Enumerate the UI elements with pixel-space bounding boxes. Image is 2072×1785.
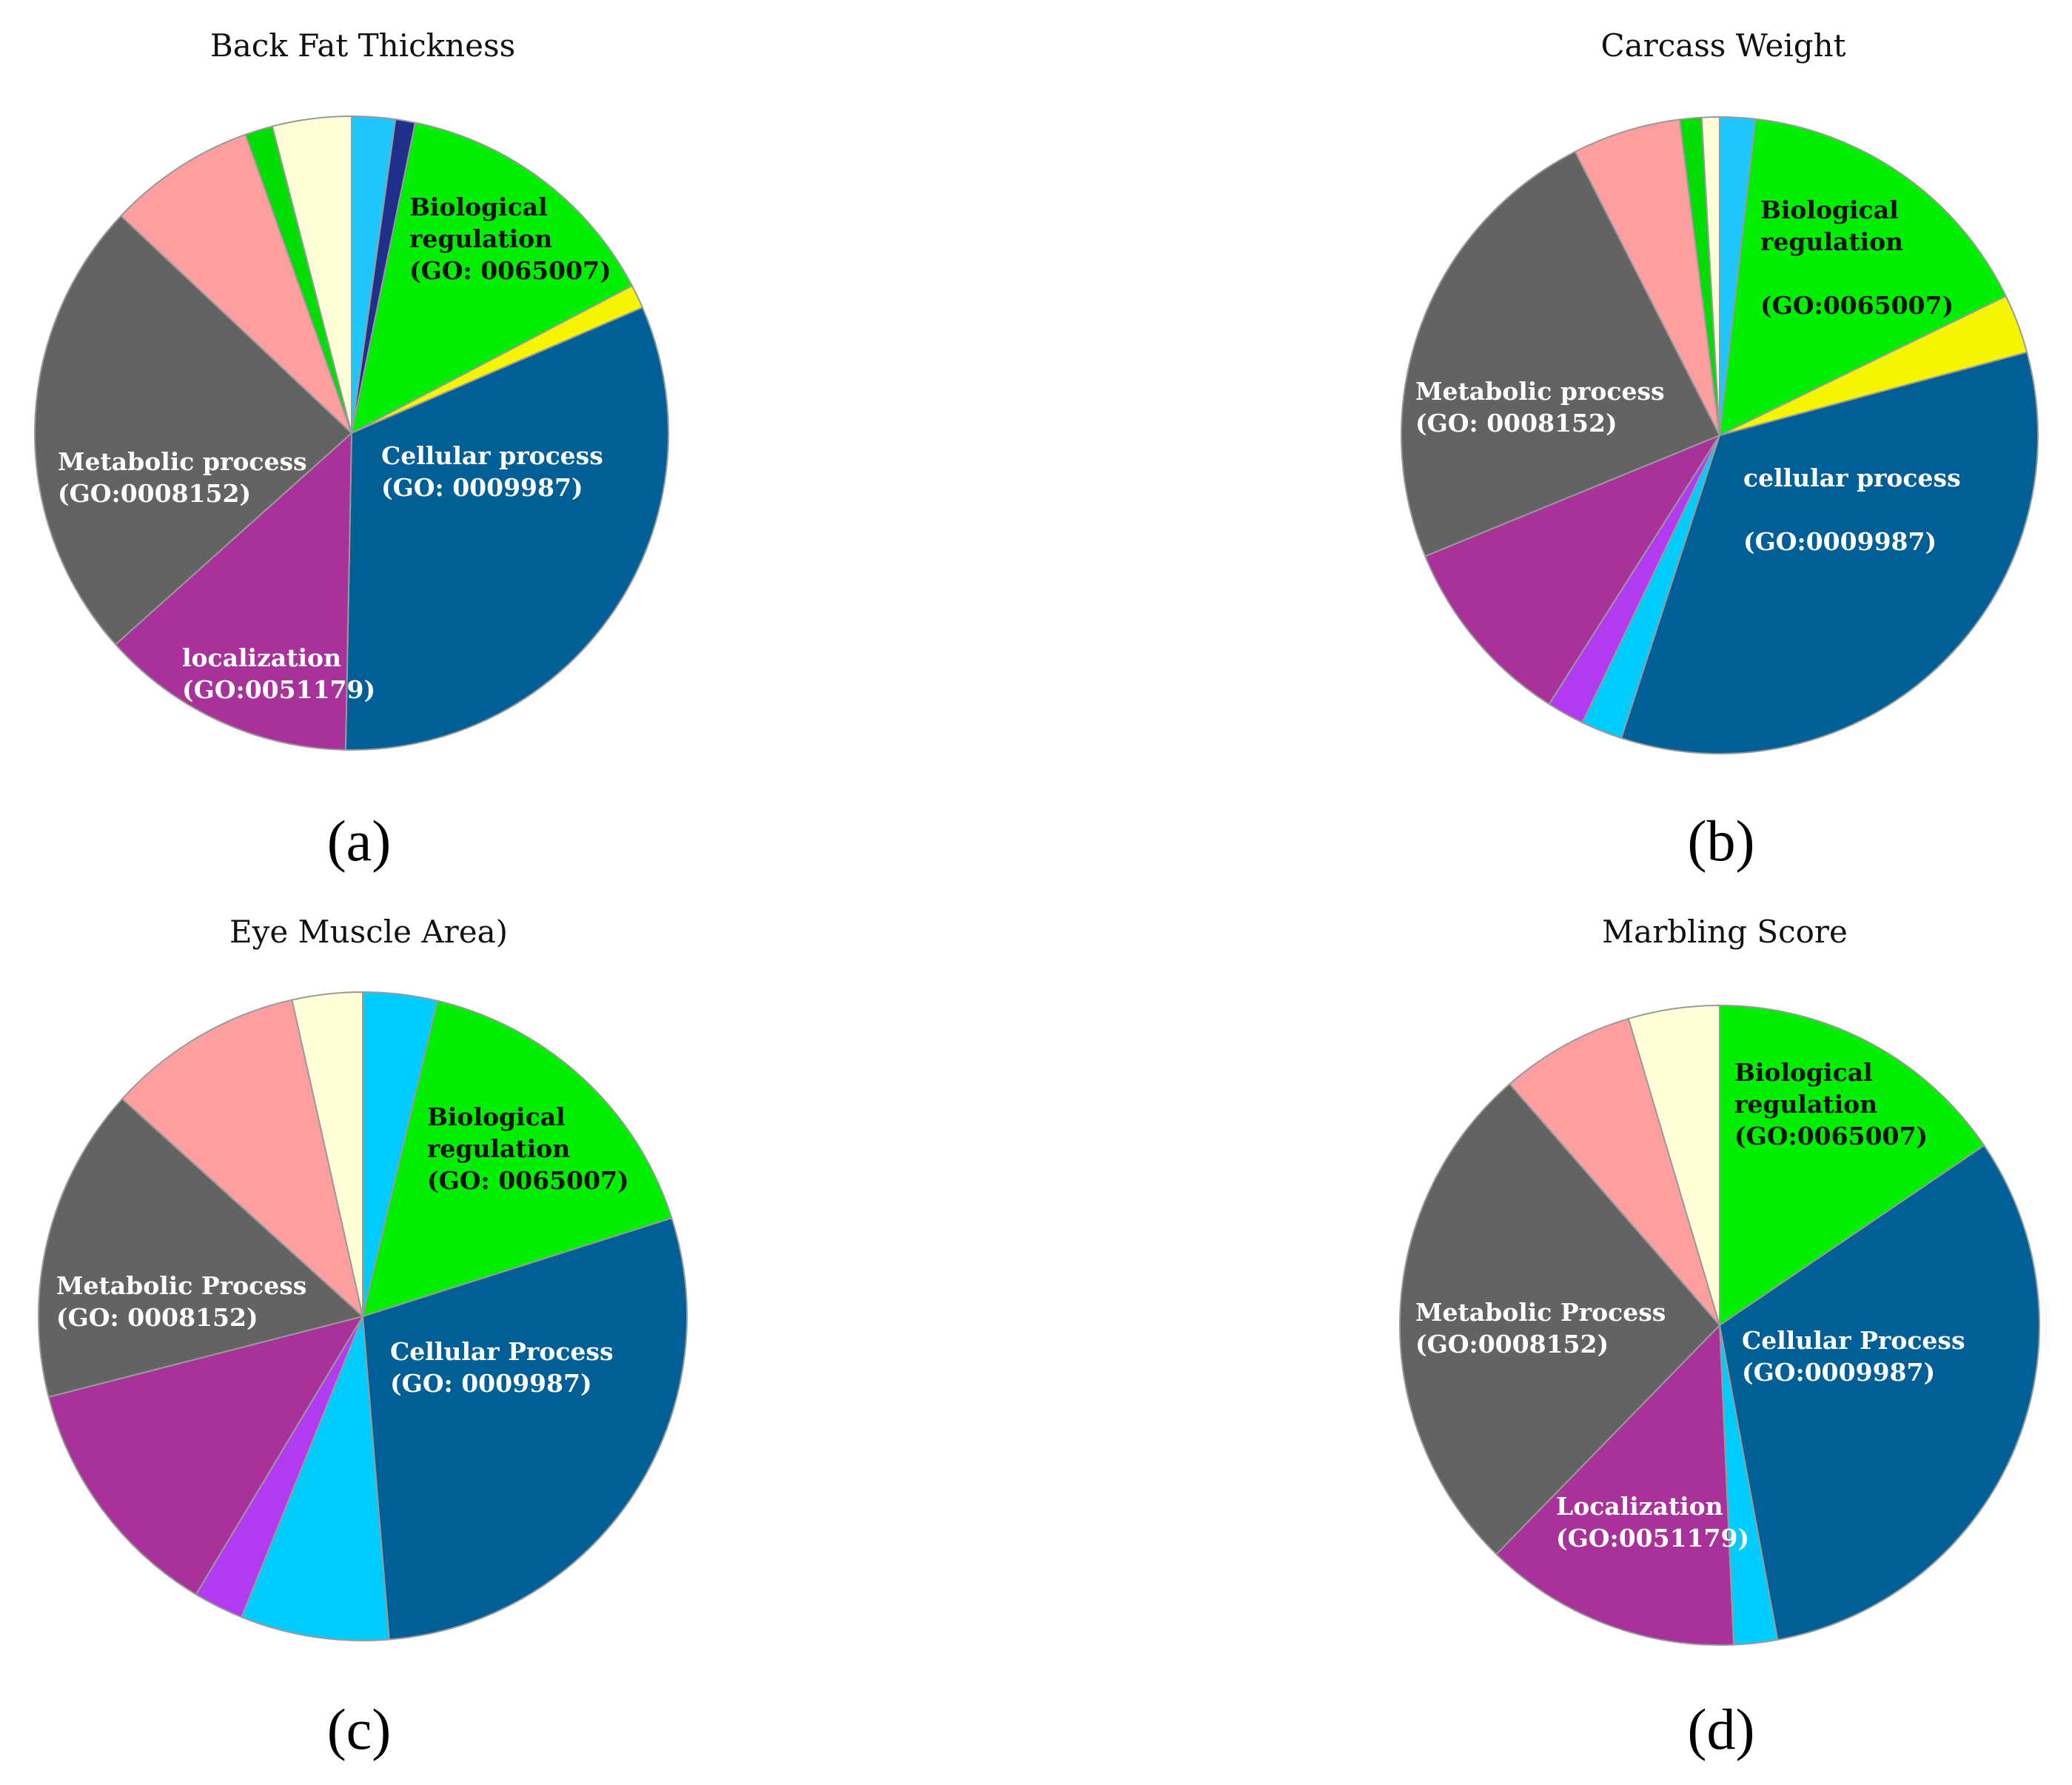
slice-label-line: (GO: 0009987) [381,473,583,502]
pie-slice-slice-10 [271,115,352,434]
slice-label-line: Cellular Process [390,1337,614,1366]
slice-label-metabolic-process: Metabolic process (GO:0008152) [58,447,307,508]
slice-label-localization: localization (GO:0051179) [182,643,375,704]
slice-label-line: cellular process [1743,463,1961,492]
slice-label-line: (GO:0009987) [1743,527,1937,556]
pie-slice-biological [1718,118,2008,437]
panel-d: Marbling Score Biological regulation (GO:0… [1399,914,2041,1761]
pie-title-b: Carcass Weight [1600,27,1845,64]
slice-label-line: (GO: 0065007) [409,256,611,285]
slice-label-biological-regulation: Biological regulation (GO: 0065007) [409,192,611,285]
slice-label-line: (GO:0065007) [1760,291,1954,320]
pie-b-labels: Biological regulation (GO:0065007) cellul… [1415,195,1961,556]
pie-slice-biological [350,121,634,435]
pie-slice-biological [1719,1004,1985,1327]
slice-label-line: regulation [1760,227,1903,256]
slice-label-line: (GO:0009987) [1742,1358,1935,1387]
pie-a-slices [34,115,669,751]
slice-label-localization: Localization (GO:0051179) [1556,1492,1749,1553]
slice-label-line [1760,259,1769,288]
slice-label-cellular-process: Cellular process (GO: 0009987) [381,441,603,502]
slice-label-metabolic-process: Metabolic Process (GO:0008152) [1415,1298,1666,1359]
slice-label-line: (GO:0051179) [1556,1524,1749,1553]
slice-label-line: Biological [1760,195,1899,224]
slice-label-line: Metabolic Process [1415,1298,1666,1327]
slice-label-cellular-process: Cellular Process (GO: 0009987) [390,1337,614,1398]
slice-label-line: Biological [1734,1058,1873,1087]
slice-label-line: (GO: 0008152) [1415,409,1617,438]
slice-label-line: (GO: 0008152) [56,1303,258,1332]
pie-slice-localization [114,431,353,751]
slice-label-line: (GO: 0009987) [390,1369,592,1398]
pie-slice-slice-7 [1627,1004,1720,1326]
slice-label-line: Cellular Process [1742,1326,1965,1355]
slice-label-metabolic-process: Metabolic process (GO: 0008152) [1415,377,1665,438]
panel-a: Back Fat Thickness Biological regulation (… [34,27,669,873]
pie-slice-metabolic-process [1399,1082,1721,1555]
pie-c-labels: Biological regulation (GO: 0065007) Cellul… [56,1102,629,1398]
pie-title-d: Marbling Score [1602,914,1848,950]
slice-label-biological-regulation: Biological regulation (GO:0065007) [1734,1058,1928,1151]
slice-label-cellular-process: Cellular Process (GO:0009987) [1742,1326,1965,1387]
pie-slice-slice-6 [1508,1017,1720,1326]
pie-a-labels: Biological regulation (GO: 0065007) Cellul… [58,192,611,704]
pie-slice-metabolic-process [38,1097,365,1399]
slice-label-line: (GO:0051179) [182,675,375,704]
slice-label-line: regulation [427,1134,570,1163]
slice-label-line: Biological [409,192,548,221]
pie-slice-cellular-process [344,306,669,751]
pie-slice-slice-8 [121,999,364,1319]
slice-label-line: (GO:0065007) [1734,1122,1928,1151]
slice-label-line: localization [182,643,341,672]
pie-slice-slice-9 [291,991,363,1317]
slice-label-line: Biological [427,1102,566,1131]
pie-slice-cellular-process [361,1217,688,1641]
pie-slice-metabolic-process [1401,150,1721,557]
pie-slice-localization [1495,1323,1735,1646]
slice-label-line: regulation [1734,1090,1877,1119]
pie-slice-biological [361,999,673,1318]
slice-label-cellular-process: cellular process (GO:0009987) [1743,463,1961,556]
pie-d-labels: Biological regulation (GO:0065007) Cellula… [1415,1058,1965,1553]
pie-slice-slice-8 [119,133,352,434]
pie-slice-slice-4 [240,1316,390,1641]
pie-slice-slice-7 [1424,433,1722,706]
slice-label-line [1743,495,1752,524]
pie-d-slices [1399,1004,2041,1646]
panel-label-d: (d) [1688,1697,1755,1761]
panel-label-c: (c) [327,1697,392,1761]
pie-title-a: Back Fat Thickness [210,27,515,64]
pie-b-slices [1401,115,2039,754]
slice-label-line: Metabolic process [1415,377,1665,406]
slice-label-biological-regulation: Biological regulation (GO:0065007) [1760,195,1954,320]
slice-label-metabolic-process: Metabolic Process (GO: 0008152) [56,1271,306,1332]
slice-label-line: (GO:0008152) [58,479,251,508]
panel-label-a: (a) [327,808,392,873]
pie-slice-cellular-process [1620,351,2039,754]
slice-label-line: Metabolic Process [56,1271,306,1300]
panel-b: Carcass Weight Biological regulation (GO:… [1401,27,2039,873]
pie-c-slices [38,991,688,1641]
slice-label-line: Metabolic process [58,447,307,476]
panel-c: Eye Muscle Area) Biological regulation (GO… [38,914,688,1761]
pie-slice-slice-11 [1700,115,1720,436]
pie-slice-slice-9 [1574,118,1720,436]
slice-label-biological-regulation: Biological regulation (GO: 0065007) [427,1102,629,1195]
slice-label-line: Cellular process [381,441,603,470]
slice-label-line: (GO: 0065007) [427,1166,629,1195]
pie-slice-slice-6 [47,1315,365,1595]
pie-slice-metabolic-process [34,215,353,646]
panel-label-b: (b) [1688,808,1755,873]
slice-label-line: (GO:0008152) [1415,1330,1609,1359]
slice-label-line: regulation [409,224,552,253]
slice-label-line: Localization [1556,1492,1723,1521]
pie-title-c: Eye Muscle Area) [229,914,508,950]
pie-slice-cellular-process [1718,1144,2041,1641]
